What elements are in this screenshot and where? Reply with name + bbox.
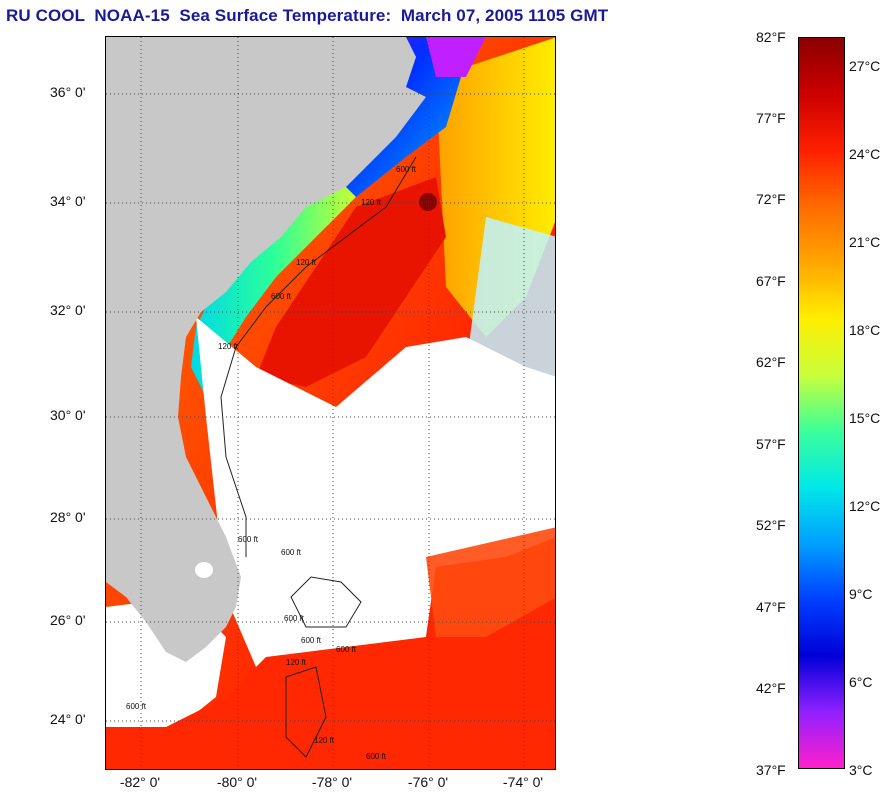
longitude-label: -76° 0' bbox=[407, 774, 449, 790]
colorbar-celsius-label: 24°C bbox=[849, 146, 881, 162]
latitude-label: 28° 0' bbox=[50, 509, 86, 525]
land-mass bbox=[106, 37, 426, 662]
contour-label: 120 ft bbox=[314, 736, 335, 745]
contour-label: 600 ft bbox=[396, 165, 417, 174]
colorbar-fahrenheit-label: 57°F bbox=[756, 436, 786, 452]
longitude-label: -78° 0' bbox=[311, 774, 353, 790]
lake-okeechobee bbox=[195, 562, 213, 578]
sst-map[interactable]: 120 ft 600 ft 120 ft 600 ft 120 ft 600 f… bbox=[105, 36, 556, 770]
latitude-label: 34° 0' bbox=[50, 193, 86, 209]
colorbar-celsius-label: 18°C bbox=[849, 322, 881, 338]
cold-purple-patch bbox=[426, 37, 486, 77]
contour-label: 120 ft bbox=[296, 258, 317, 267]
colorbar-fahrenheit-label: 77°F bbox=[756, 110, 786, 126]
colorbar-celsius-label: 12°C bbox=[849, 498, 881, 514]
colorbar-fahrenheit-label: 37°F bbox=[756, 762, 786, 778]
longitude-label: -80° 0' bbox=[216, 774, 258, 790]
latitude-label: 32° 0' bbox=[50, 302, 86, 318]
andros-contour bbox=[285, 666, 327, 758]
colorbar-celsius-label: 6°C bbox=[849, 674, 873, 690]
colorbar-fahrenheit-label: 82°F bbox=[756, 29, 786, 45]
colorbar-fahrenheit-label: 67°F bbox=[756, 273, 786, 289]
bahamas-contour bbox=[290, 576, 362, 628]
latitude-label: 36° 0' bbox=[50, 84, 86, 100]
latitude-label: 26° 0' bbox=[50, 612, 86, 628]
contour-label: 120 ft bbox=[218, 342, 239, 351]
contour-label: 600 ft bbox=[336, 645, 357, 654]
contour-label: 600 ft bbox=[301, 636, 322, 645]
colorbar-fahrenheit-label: 52°F bbox=[756, 517, 786, 533]
warm-core-eddy bbox=[419, 193, 437, 211]
contour-label: 600 ft bbox=[238, 535, 259, 544]
gulf-stream bbox=[256, 177, 446, 387]
contour-label: 600 ft bbox=[126, 702, 147, 711]
contour-label: 600 ft bbox=[281, 548, 302, 557]
contour-label: 120 ft bbox=[361, 198, 382, 207]
southern-warm-patch bbox=[426, 527, 555, 637]
colorbar-fahrenheit-label: 62°F bbox=[756, 354, 786, 370]
colorbar-fahrenheit-label: 47°F bbox=[756, 599, 786, 615]
contour-label: 600 ft bbox=[284, 614, 305, 623]
longitude-label: -82° 0' bbox=[119, 774, 161, 790]
colorbar-fahrenheit-label: 42°F bbox=[756, 680, 786, 696]
nearshore-cool-band bbox=[191, 177, 356, 397]
contour-label: 600 ft bbox=[366, 752, 387, 761]
cloud-cover bbox=[196, 317, 555, 667]
colorbar-fahrenheit-label: 72°F bbox=[756, 191, 786, 207]
latitude-label: 30° 0' bbox=[50, 407, 86, 423]
contour-label: 120 ft bbox=[286, 658, 307, 667]
colorbar-celsius-label: 3°C bbox=[849, 762, 873, 778]
latitude-label: 24° 0' bbox=[50, 711, 86, 727]
contour-label: 600 ft bbox=[271, 292, 292, 301]
contour-labels: 120 ft 600 ft 120 ft 600 ft 120 ft 600 f… bbox=[126, 165, 417, 761]
map-title: RU COOL NOAA-15 Sea Surface Temperature:… bbox=[6, 6, 609, 25]
temperature-colorbar bbox=[798, 37, 845, 769]
colorbar-celsius-label: 9°C bbox=[849, 586, 873, 602]
sst-map-svg: 120 ft 600 ft 120 ft 600 ft 120 ft 600 f… bbox=[106, 37, 555, 769]
colorbar-celsius-label: 21°C bbox=[849, 234, 881, 250]
longitude-label: -74° 0' bbox=[502, 774, 544, 790]
colorbar-celsius-label: 15°C bbox=[849, 410, 881, 426]
colorbar-celsius-label: 27°C bbox=[849, 58, 881, 74]
shelf-contour-line bbox=[220, 156, 417, 557]
